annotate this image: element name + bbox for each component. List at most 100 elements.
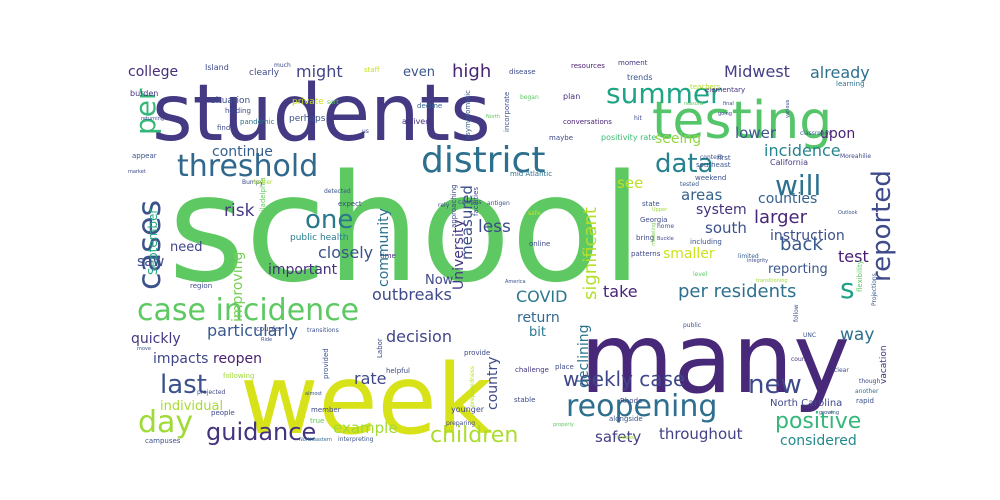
word-midwest: Midwest	[724, 62, 790, 81]
word-home: home	[657, 223, 674, 230]
word-state: state	[642, 200, 660, 208]
word-back: back	[780, 234, 823, 255]
word-plan: plan	[563, 92, 580, 101]
word-approaching: approaching	[450, 184, 458, 228]
word-hit: hit	[634, 115, 642, 122]
word-saw: saw	[137, 254, 164, 270]
word-following: following	[223, 372, 254, 380]
word-projected: projected	[197, 389, 226, 396]
word-transitioning: transitioning	[756, 278, 788, 284]
word-patterns: patterns	[631, 250, 661, 258]
word-might: might	[296, 62, 343, 81]
word-community: community	[376, 208, 392, 287]
word-conversations: conversations	[563, 118, 612, 126]
word-preparing: preparing	[446, 420, 475, 427]
word-significant: significant	[580, 207, 601, 300]
word-provided: provided	[322, 348, 330, 379]
word-return: return	[517, 310, 560, 326]
word-outlook: Outlook	[838, 210, 858, 216]
word-cases: cases	[130, 200, 168, 290]
word-school: school	[168, 143, 643, 315]
word-integrity: integrity	[747, 258, 768, 264]
word-particularly: particularly	[207, 321, 298, 340]
word-now: Now	[425, 273, 454, 288]
word-rhode: Rhode	[620, 397, 642, 405]
word-pandemic: pandemic	[240, 118, 275, 126]
word-positive: positive	[775, 409, 861, 434]
word-positivity-rate: positivity rate	[601, 133, 656, 142]
word-areas: areas	[681, 186, 722, 204]
word-situation: situation	[211, 96, 250, 106]
word-projections: Projections	[871, 273, 878, 306]
word-less: less	[478, 217, 511, 237]
word-detected: detected	[324, 188, 351, 195]
word-north-carolina: North Carolina	[770, 398, 842, 409]
word-testing: testing	[652, 91, 832, 151]
word-measured: measured	[458, 185, 476, 260]
word-weekend: weekend	[695, 174, 726, 182]
word-member: member	[311, 406, 341, 414]
word-take: take	[603, 282, 638, 301]
word-labor: Labor	[376, 338, 384, 358]
word-already: already	[810, 63, 870, 82]
word-helpful: helpful	[386, 367, 410, 375]
word-summer: summer	[606, 77, 722, 110]
word-decision: decision	[386, 327, 452, 346]
word-couple: couple	[256, 325, 279, 333]
word-interpreting: interpreting	[338, 436, 374, 443]
word-s: s	[840, 272, 855, 305]
word-counties: counties	[758, 191, 817, 207]
word-case-incidence: case incidence	[137, 293, 359, 328]
word-asymptomatic: asymptomatic	[464, 90, 472, 140]
word-maybe: maybe	[549, 134, 573, 142]
word-students: students	[152, 69, 491, 159]
word-though: though	[859, 378, 880, 385]
word-philadelphia: Philadelphia	[259, 177, 267, 220]
word-incorporate: incorporate	[503, 92, 511, 132]
word-reporting: reporting	[768, 262, 828, 277]
word-transitions: transitions	[307, 327, 339, 334]
word-true: true	[310, 417, 324, 425]
word-move: move	[137, 346, 151, 352]
word-classroom: classroom	[800, 130, 831, 137]
word-follow: follow	[793, 304, 800, 322]
word-place: place	[555, 363, 574, 371]
word-rate: rate	[354, 369, 387, 388]
word-children: children	[430, 423, 518, 448]
word-going: going	[718, 111, 732, 117]
word-online: online	[529, 240, 550, 248]
word-limited: limited	[738, 253, 759, 260]
word-weekly-case: weekly case	[563, 367, 685, 391]
word-antigen: antigen	[487, 200, 510, 207]
word-bit: bit	[529, 325, 546, 340]
word-clear: clear	[834, 367, 849, 374]
word-better: better	[254, 179, 273, 186]
word-alongside: alongside	[609, 415, 643, 423]
word-district: district	[421, 140, 545, 181]
word-country: country	[485, 356, 501, 410]
word-perhaps: perhaps	[289, 114, 326, 124]
word-vacation: vacation	[879, 345, 889, 384]
word-holding: holding	[225, 107, 251, 115]
word-arrived: arrived	[402, 117, 430, 126]
word-see: see	[617, 174, 643, 192]
word-campus: campus	[458, 199, 482, 206]
word-larger: larger	[754, 207, 808, 228]
word-much: much	[274, 62, 291, 69]
word-moreahilie: Moreahilie	[840, 153, 871, 160]
word-clearly: clearly	[249, 68, 280, 78]
word-outbreaks: outbreaks	[372, 285, 452, 304]
word-last: last	[160, 370, 207, 400]
word-safety: safety	[595, 428, 641, 446]
word-even: even	[403, 65, 435, 80]
word-time: time	[380, 252, 396, 260]
word-people: people	[211, 409, 235, 417]
word-first: first	[717, 154, 731, 162]
word-will: will	[775, 169, 821, 202]
word-trends: trends	[627, 73, 653, 82]
word-bumpy: Bumpy	[242, 179, 264, 186]
word-modeling: modeling	[651, 223, 657, 246]
word-find: find	[217, 124, 230, 132]
word-incidence: incidence	[764, 141, 841, 160]
